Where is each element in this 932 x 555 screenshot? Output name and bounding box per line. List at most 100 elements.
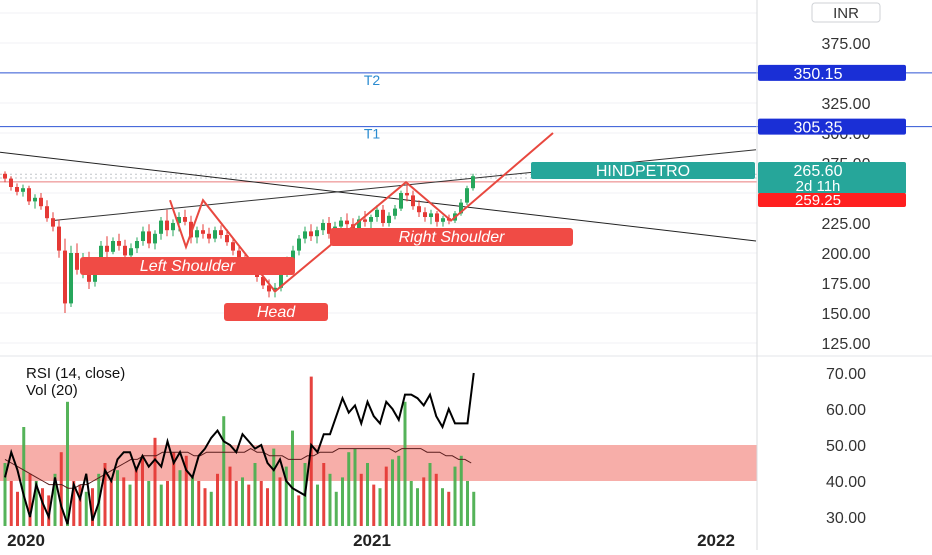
candle-body — [15, 187, 19, 192]
volume-bar — [266, 488, 269, 526]
candle-body — [429, 213, 433, 217]
volume-bar — [428, 463, 432, 526]
candle-body — [213, 230, 217, 239]
candle-body — [105, 245, 109, 252]
price-tick-label: 375.00 — [822, 36, 871, 53]
candle — [207, 227, 211, 244]
volume-bar — [466, 481, 469, 526]
volume-bar — [103, 463, 107, 526]
volume-bar — [391, 459, 394, 526]
volume-bar — [278, 477, 282, 526]
candle-body — [459, 202, 463, 214]
price-tick-label: 125.00 — [822, 336, 871, 353]
candle-body — [399, 193, 403, 209]
trendline-descending — [0, 151, 757, 242]
candle — [33, 194, 37, 209]
candle-body — [237, 250, 241, 259]
volume-bar — [128, 484, 132, 526]
candle-body — [171, 223, 175, 231]
symbol-tag — [531, 162, 755, 179]
candle-body — [3, 173, 7, 179]
candle-body — [321, 223, 325, 231]
volume-bar — [172, 452, 176, 526]
volume-bar — [16, 491, 19, 526]
candle — [135, 237, 139, 253]
candle — [405, 184, 409, 202]
candle — [9, 176, 13, 191]
candle — [189, 215, 193, 244]
volume-bar — [141, 455, 144, 526]
symbol-text: HINDPETRO — [596, 163, 690, 180]
volume-bar — [459, 455, 463, 526]
candle — [141, 226, 145, 246]
target-price-text: 305.35 — [794, 120, 843, 137]
volume-bar — [34, 481, 38, 526]
candle-body — [63, 250, 67, 304]
candle — [309, 224, 313, 241]
candle-body — [471, 176, 475, 189]
candle-body — [195, 230, 199, 238]
candle — [201, 224, 205, 239]
volume-bar — [397, 455, 401, 526]
candle — [465, 185, 469, 205]
candle-body — [303, 231, 307, 239]
candle-body — [189, 221, 193, 238]
volume-bar — [366, 463, 369, 526]
candle-body — [267, 285, 271, 292]
volume-bar — [241, 477, 244, 526]
candle-body — [423, 212, 427, 217]
candle-body — [363, 219, 367, 222]
candle-body — [405, 193, 409, 196]
volume-bar — [297, 495, 301, 526]
candle-body — [147, 231, 151, 244]
pattern-label-text: Left Shoulder — [140, 258, 236, 275]
candle — [213, 226, 217, 243]
candle-body — [375, 209, 379, 217]
candle — [153, 230, 157, 250]
candle-body — [111, 241, 115, 252]
pattern-label-box — [330, 228, 573, 246]
volume-bar — [84, 491, 88, 526]
volume-bar — [9, 481, 13, 526]
candle — [45, 200, 49, 222]
volume-bar — [184, 455, 188, 526]
time-tick-label: 2021 — [353, 531, 391, 550]
countdown-text: 2d 11h — [796, 178, 841, 195]
volume-bar — [109, 481, 113, 526]
volume-bar — [347, 452, 351, 526]
pattern-label-head: Head — [224, 303, 328, 321]
volume-bar — [153, 437, 157, 526]
candle — [381, 205, 385, 227]
candle-body — [123, 245, 127, 256]
volume-bar — [72, 481, 76, 526]
volume-bar — [59, 452, 63, 526]
candle — [57, 219, 61, 258]
volume-bar — [372, 484, 376, 526]
volume-bar — [322, 463, 326, 526]
price-tick-label: 225.00 — [822, 216, 871, 233]
candle-body — [435, 213, 439, 222]
volume-bar — [409, 481, 413, 526]
candle — [435, 211, 439, 227]
candle-body — [369, 217, 373, 222]
candle-body — [219, 230, 223, 235]
candle — [231, 237, 235, 256]
candle — [75, 243, 79, 275]
candle-body — [315, 230, 319, 237]
target-price-text: 350.15 — [794, 66, 843, 83]
candle-body — [393, 208, 397, 216]
volume-bar — [122, 477, 126, 526]
candle — [165, 209, 169, 237]
volume-bar — [328, 473, 332, 526]
candle — [117, 233, 121, 251]
volume-bar — [203, 488, 207, 526]
candle-body — [21, 188, 25, 192]
volume-bar — [191, 477, 194, 526]
candle-body — [441, 218, 445, 222]
volume-bar — [247, 484, 251, 526]
candle-body — [261, 277, 265, 286]
candle-body — [345, 220, 349, 225]
rsi-tick-label: 50.00 — [826, 438, 866, 455]
candle — [219, 225, 223, 239]
volume-bar — [341, 477, 344, 526]
